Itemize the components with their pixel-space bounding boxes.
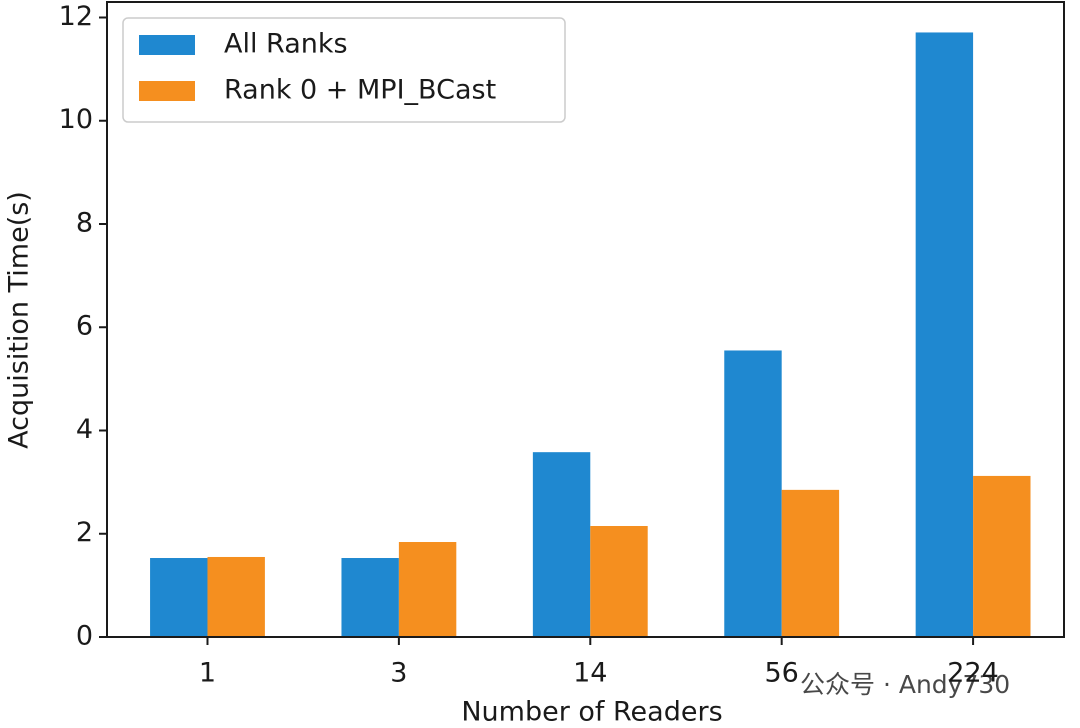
bar bbox=[150, 558, 208, 637]
legend-swatch bbox=[139, 81, 195, 101]
y-tick-label: 8 bbox=[76, 207, 93, 238]
watermark: 公众号 · Andy730 bbox=[800, 670, 1010, 699]
y-tick-label: 0 bbox=[76, 621, 93, 652]
x-tick-label: 14 bbox=[573, 658, 607, 689]
bar bbox=[532, 452, 591, 637]
y-tick-label: 10 bbox=[59, 104, 93, 135]
y-tick-label: 2 bbox=[76, 517, 93, 548]
plot-frame bbox=[106, 1, 1065, 638]
y-tick-label: 6 bbox=[76, 311, 93, 342]
legend-box bbox=[122, 17, 566, 123]
bar bbox=[590, 526, 648, 637]
x-tick-label: 224 bbox=[947, 658, 999, 689]
x-tick-label: 3 bbox=[390, 658, 407, 689]
legend-label: Rank 0 + MPI_BCast bbox=[224, 75, 496, 106]
legend-swatch bbox=[139, 35, 195, 55]
bar bbox=[915, 32, 974, 637]
bar bbox=[398, 542, 457, 637]
x-tick-label: 56 bbox=[765, 658, 799, 689]
bar bbox=[207, 556, 265, 637]
y-tick-label: 12 bbox=[59, 1, 93, 32]
x-axis-label: Number of Readers bbox=[461, 697, 722, 728]
bar bbox=[781, 489, 840, 637]
bar bbox=[973, 475, 1031, 637]
x-tick-label: 1 bbox=[199, 658, 216, 689]
bar bbox=[341, 558, 399, 637]
y-axis-label: Acquisition Time(s) bbox=[4, 191, 35, 449]
bar bbox=[724, 350, 782, 637]
y-tick-label: 4 bbox=[76, 414, 93, 445]
legend-label: All Ranks bbox=[224, 29, 348, 60]
